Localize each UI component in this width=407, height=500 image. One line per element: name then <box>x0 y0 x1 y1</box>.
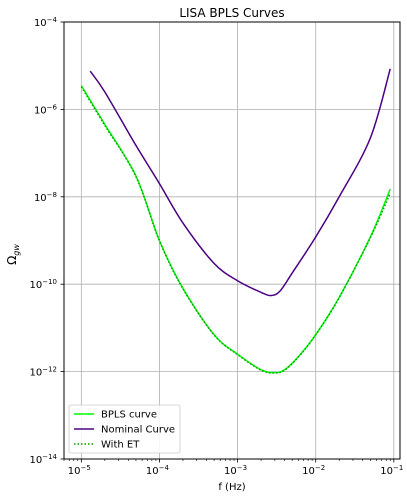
legend: BPLS curve Nominal Curve With ET <box>69 405 180 453</box>
y-tick-exponent: −14 <box>42 453 57 461</box>
legend-label: With ET <box>101 440 140 451</box>
y-tick-exponent: −6 <box>47 103 58 111</box>
x-tick-base: 10 <box>146 466 159 477</box>
y-axis-label-subscript: gw <box>12 244 21 256</box>
x-tick-base: 10 <box>68 466 81 477</box>
y-tick-exponent: −4 <box>47 16 58 24</box>
y-tick-base: 10 <box>29 368 42 379</box>
x-tick-base: 10 <box>380 466 393 477</box>
y-tick-base: 10 <box>34 105 47 116</box>
y-tick-exponent: −10 <box>42 278 57 286</box>
y-tick-exponent: −12 <box>42 366 57 374</box>
x-axis-label: f (Hz) <box>218 482 245 493</box>
x-tick-exponent: −2 <box>315 464 325 472</box>
y-tick-base: 10 <box>29 455 42 466</box>
x-tick-exponent: −4 <box>159 464 170 472</box>
legend-label: Nominal Curve <box>101 425 175 436</box>
y-tick-exponent: −8 <box>47 191 57 199</box>
x-tick-exponent: −5 <box>81 464 91 472</box>
y-axis-label-main: Ω <box>5 256 19 265</box>
y-tick-base: 10 <box>34 193 47 204</box>
chart-title: LISA BPLS Curves <box>179 6 284 20</box>
x-tick-exponent: −3 <box>237 464 247 472</box>
legend-label: BPLS curve <box>101 410 157 421</box>
y-tick-base: 10 <box>29 280 42 291</box>
x-tick-exponent: −1 <box>393 464 403 472</box>
y-tick-base: 10 <box>34 18 47 29</box>
x-tick-base: 10 <box>224 466 237 477</box>
x-tick-base: 10 <box>302 466 315 477</box>
